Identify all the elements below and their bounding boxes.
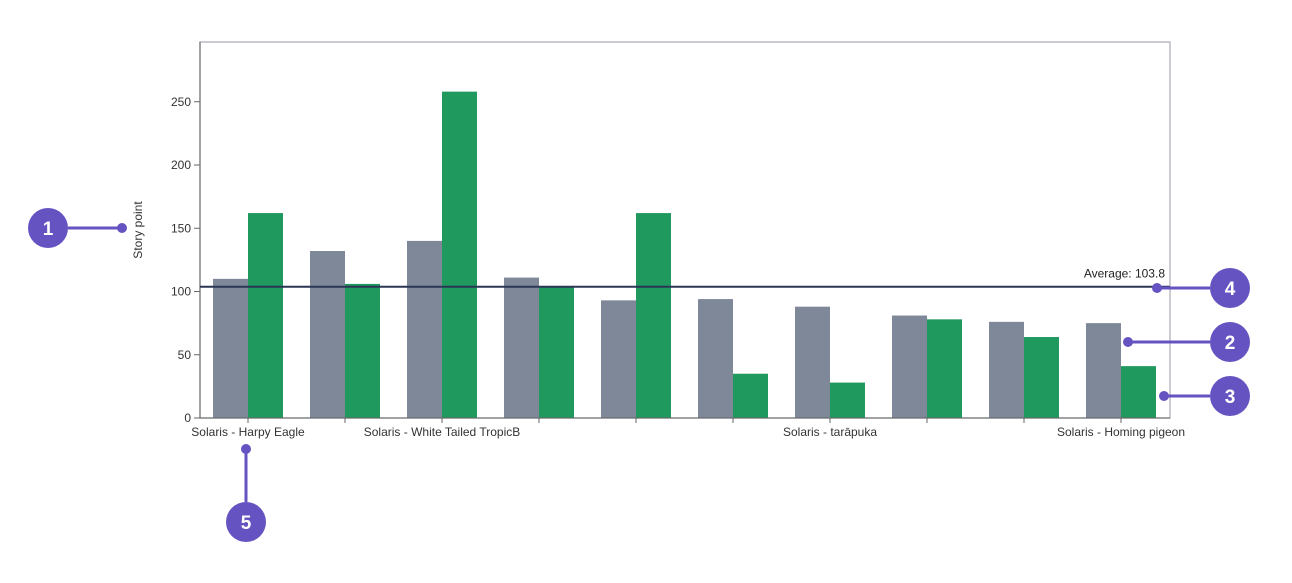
y-tick-label: 100 [171, 285, 191, 299]
category-label: Solaris - Homing pigeon [1057, 425, 1185, 439]
category-label: Solaris - White Tailed TropicB [364, 425, 521, 439]
series-2-bar [442, 91, 477, 418]
series-2-bar [345, 283, 380, 418]
series-1-bar [310, 251, 345, 418]
callout-marker [1210, 268, 1250, 308]
y-axis: 0 50 100 150 200 250 [171, 42, 201, 425]
series-2-bar [1121, 366, 1156, 418]
series-1-bar [504, 277, 539, 418]
series-2-bar [539, 286, 574, 418]
y-tick-label: 250 [171, 95, 191, 109]
series-1-bar [601, 300, 636, 418]
callout-number: 1 [43, 219, 54, 240]
category-label: Solaris - Harpy Eagle [191, 425, 305, 439]
callout-number: 5 [241, 513, 252, 534]
series-1-bar [1086, 323, 1121, 418]
series-1-bar [989, 321, 1024, 418]
callouts-group: 1 2 3 4 5 [28, 208, 1250, 542]
y-tick-label: 150 [171, 221, 191, 235]
average-label: Average: 103.8 [1084, 267, 1166, 281]
series-1-bar [795, 306, 830, 418]
callout-dot [117, 223, 127, 233]
callout-number: 2 [1225, 333, 1236, 354]
series-2-bar [248, 213, 283, 418]
series-1-bar [698, 299, 733, 418]
series-2-bar [636, 213, 671, 418]
callout-number: 4 [1225, 279, 1236, 300]
callout-number: 3 [1225, 387, 1236, 408]
series-2-bar [927, 319, 962, 418]
callout-dot [1159, 391, 1169, 401]
series-1-bar [213, 278, 248, 418]
callout-marker [226, 502, 266, 542]
y-tick-label: 50 [178, 348, 192, 362]
average-group: Average: 103.8 [200, 267, 1170, 288]
y-axis-label: Story point [131, 201, 145, 259]
series-2-bar [1024, 337, 1059, 418]
bars-group [213, 91, 1156, 418]
series-2-bar [830, 382, 865, 418]
callout-dot [241, 444, 251, 454]
x-axis: Solaris - Harpy Eagle Solaris - White Tai… [191, 417, 1185, 439]
y-tick-label: 0 [184, 411, 191, 425]
series-2-bar [733, 373, 768, 418]
callout-marker [1210, 322, 1250, 362]
category-label: Solaris - tarāpuka [783, 425, 877, 439]
y-tick-label: 200 [171, 158, 191, 172]
callout-dot [1123, 337, 1133, 347]
callout-marker [28, 208, 68, 248]
series-1-bar [407, 240, 442, 418]
callout-dot [1152, 283, 1162, 293]
series-1-bar [892, 315, 927, 418]
callout-marker [1210, 376, 1250, 416]
